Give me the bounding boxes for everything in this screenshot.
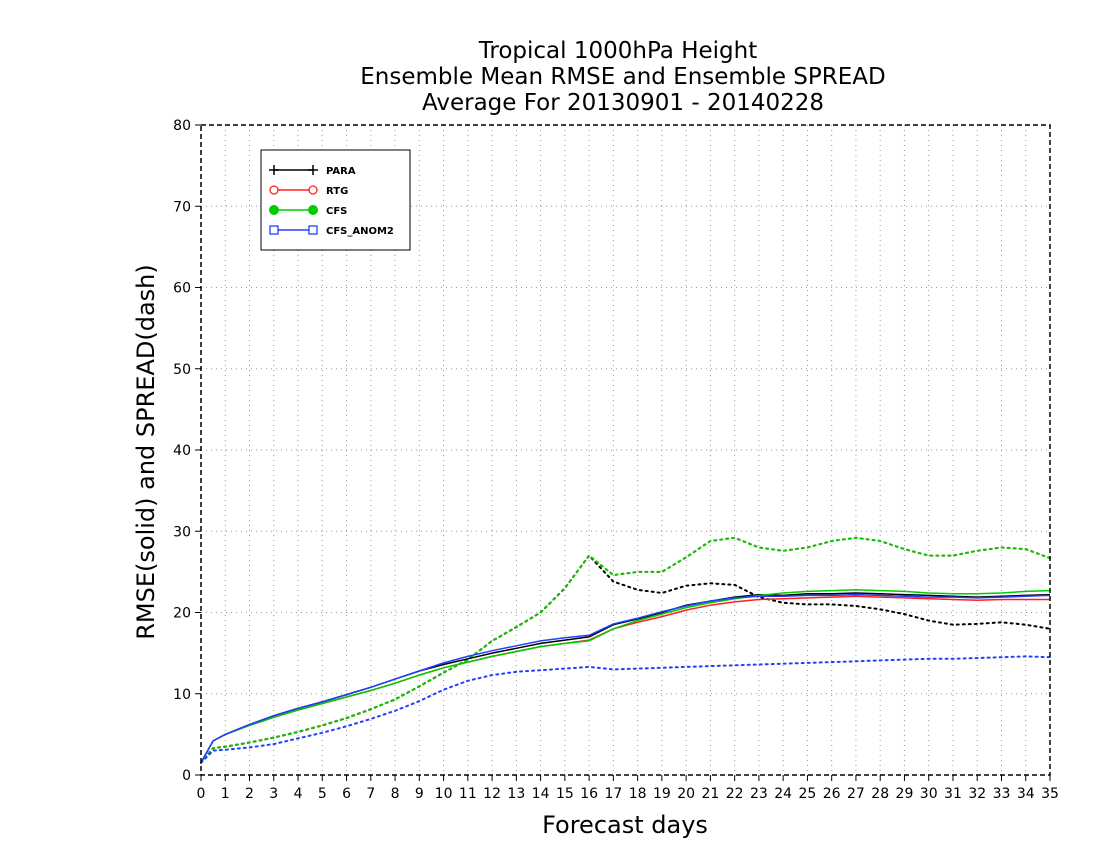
chart-title-line2: Ensemble Mean RMSE and Ensemble SPREAD: [360, 64, 885, 90]
spread-line-cfs: [200, 536, 1051, 764]
x-tick-label: 16: [580, 786, 598, 802]
x-tick-label: 4: [294, 786, 303, 802]
y-tick-label: 0: [182, 768, 191, 784]
x-tick-label: 30: [920, 786, 938, 802]
chart-title-line3: Average For 20130901 - 20140228: [422, 90, 824, 116]
x-tick-label: 17: [604, 786, 622, 802]
legend-label: RTG: [326, 186, 348, 197]
x-tick-label: 31: [944, 786, 962, 802]
x-tick-label: 32: [968, 786, 986, 802]
x-tick-label: 9: [415, 786, 424, 802]
x-tick-label: 6: [342, 786, 351, 802]
x-tick-label: 1: [221, 786, 230, 802]
legend-box: [260, 149, 411, 251]
x-tick-label: 22: [726, 786, 744, 802]
x-tick-label: 2: [245, 786, 254, 802]
x-tick-label: 15: [556, 786, 574, 802]
x-tick-label: 20: [677, 786, 695, 802]
x-tick-label: 34: [1017, 786, 1035, 802]
x-tick-label: 26: [823, 786, 841, 802]
y-tick-label: 10: [173, 687, 191, 703]
x-tick-label: 27: [847, 786, 865, 802]
x-tick-label: 28: [871, 786, 889, 802]
x-tick-label: 10: [435, 786, 453, 802]
y-tick-label: 20: [173, 606, 191, 622]
legend-label: PARA: [326, 166, 356, 177]
legend-item-para: PARA: [269, 165, 356, 177]
legend-marker: [269, 165, 279, 175]
y-tick-label: 60: [173, 281, 191, 297]
spread-line-para: [200, 554, 1051, 764]
legend: PARA RTG CFS CFS_ANOM2: [260, 149, 411, 251]
x-tick-label: 35: [1041, 786, 1059, 802]
y-tick-label: 80: [173, 118, 191, 134]
y-tick-label: 40: [173, 443, 191, 459]
legend-item-rtg: RTG: [269, 185, 348, 197]
x-tick-label: 12: [483, 786, 501, 802]
series-lines: [200, 536, 1051, 764]
x-tick-label: 29: [896, 786, 914, 802]
x-tick-label: 18: [629, 786, 647, 802]
legend-marker: [269, 185, 279, 195]
rmse-line-cfs: [200, 589, 1051, 764]
spread-line-rtg: [200, 536, 1051, 764]
x-tick-label: 8: [391, 786, 400, 802]
x-tick-label: 13: [507, 786, 525, 802]
x-tick-label: 3: [269, 786, 278, 802]
x-tick-label: 19: [653, 786, 671, 802]
x-tick-label: 21: [701, 786, 719, 802]
x-tick-label: 24: [774, 786, 792, 802]
y-axis-title: RMSE(solid) and SPREAD(dash): [132, 264, 160, 640]
legend-marker: [308, 165, 318, 175]
x-tick-label: 11: [459, 786, 477, 802]
x-axis-title: Forecast days: [542, 811, 708, 839]
y-tick-label: 70: [173, 199, 191, 215]
grid: [201, 125, 1050, 775]
x-tick-label: 23: [750, 786, 768, 802]
x-tick-label: 33: [993, 786, 1011, 802]
x-tick-label: 25: [799, 786, 817, 802]
legend-marker: [269, 205, 279, 215]
legend-marker: [308, 225, 318, 235]
x-tick-label: 0: [197, 786, 206, 802]
y-tick-label: 50: [173, 362, 191, 378]
legend-item-cfs: CFS: [269, 205, 347, 217]
legend-marker: [308, 205, 318, 215]
legend-marker: [269, 225, 279, 235]
spread-line-cfs-anom2: [200, 655, 1051, 764]
legend-item-cfs-anom2: CFS_ANOM2: [269, 225, 394, 237]
y-tick-label: 30: [173, 524, 191, 540]
chart-title-line1: Tropical 1000hPa Height: [478, 38, 758, 64]
x-tick-label: 14: [532, 786, 550, 802]
x-tick-label: 7: [366, 786, 375, 802]
legend-label: CFS_ANOM2: [326, 226, 394, 237]
legend-marker: [308, 185, 318, 195]
x-tick-label: 5: [318, 786, 327, 802]
legend-label: CFS: [326, 206, 347, 217]
rmse-line-cfs-anom2: [200, 593, 1051, 764]
